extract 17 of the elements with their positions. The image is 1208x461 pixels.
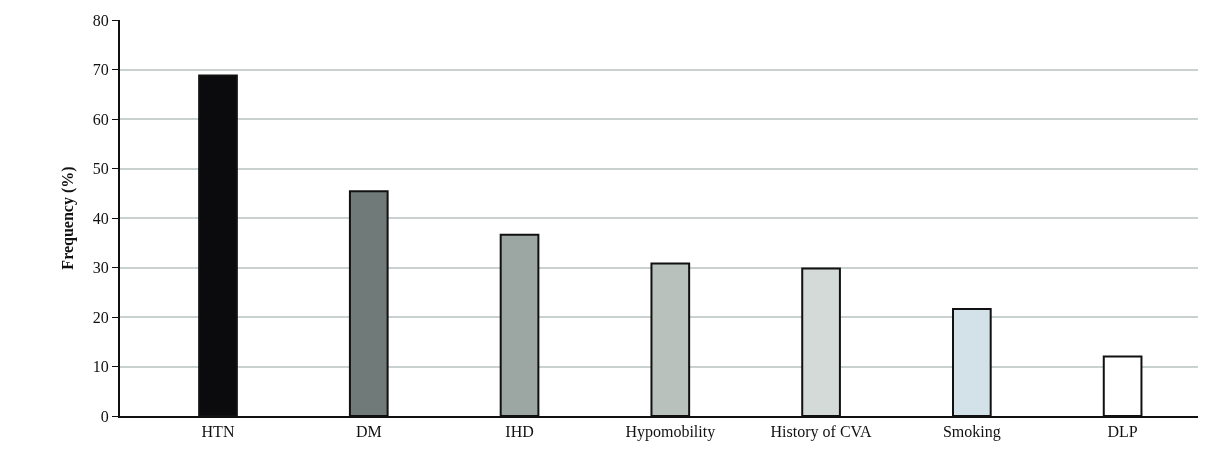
y-tick-label: 60 <box>92 110 109 128</box>
x-tick-label: Smoking <box>942 423 1001 442</box>
y-tick-label: 10 <box>92 358 109 376</box>
x-tick-label: IHD <box>505 423 534 441</box>
y-tick-label: 20 <box>92 308 109 326</box>
x-tick-label: History of CVA <box>770 423 873 442</box>
x-tick-label: DM <box>355 423 382 441</box>
x-tick-label: DLP <box>1107 423 1138 441</box>
y-tick-label: 80 <box>92 11 109 29</box>
y-tick-label: 50 <box>92 160 109 178</box>
y-tick-label: 30 <box>92 259 109 277</box>
y-tick-label: 40 <box>92 209 109 227</box>
x-tick-label: Hypomobility <box>625 423 716 442</box>
y-tick-label: 0 <box>100 407 109 425</box>
y-tick-label: 70 <box>92 61 109 79</box>
y-axis-title: Frequency (%) <box>59 166 78 270</box>
x-tick-label: HTN <box>201 423 235 441</box>
